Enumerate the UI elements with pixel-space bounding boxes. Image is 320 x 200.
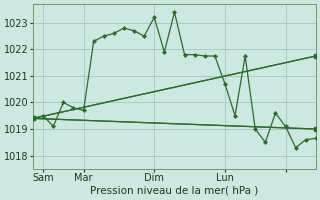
X-axis label: Pression niveau de la mer( hPa ): Pression niveau de la mer( hPa ) (90, 186, 259, 196)
